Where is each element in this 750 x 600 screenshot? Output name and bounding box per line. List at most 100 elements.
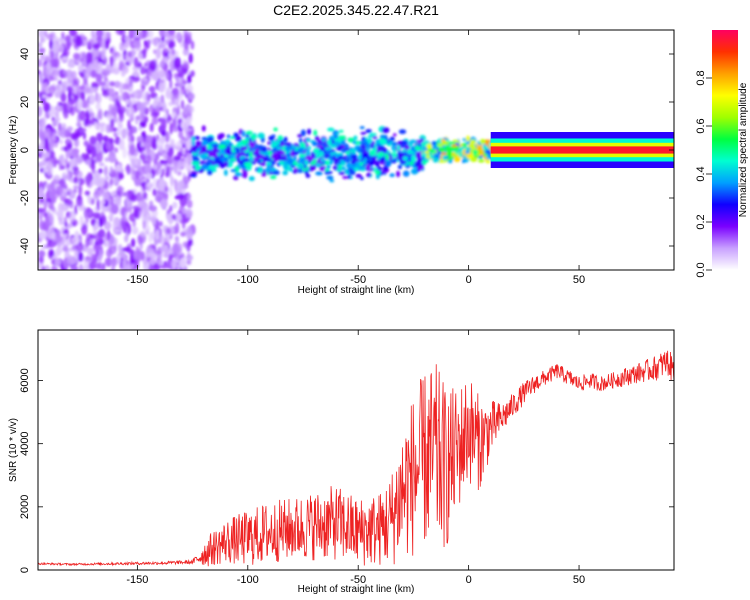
spectrogram-noise-cell bbox=[160, 168, 166, 176]
spectrogram-noise-cell bbox=[67, 60, 75, 69]
spectrogram-noise-cell bbox=[64, 35, 72, 43]
spectrogram-noise-cell bbox=[69, 132, 76, 140]
spectrogram-signal-cell bbox=[290, 164, 296, 168]
spectrogram-signal-cell bbox=[319, 165, 326, 172]
spectrogram-noise-cell bbox=[96, 199, 100, 210]
spectrogram-signal-cell bbox=[376, 166, 383, 171]
spectrogram-noise-cell bbox=[155, 228, 160, 240]
spectrogram-signal-cell bbox=[424, 150, 430, 155]
colorbar-tick-label: 0.4 bbox=[695, 166, 707, 181]
spectrogram-signal-cell bbox=[397, 164, 402, 170]
spectrogram-signal-cell bbox=[191, 136, 195, 143]
spectrogram-noise-cell bbox=[102, 69, 111, 75]
spectrogram-signal-cell bbox=[192, 161, 200, 165]
spectrogram-signal-cell bbox=[426, 154, 430, 159]
spectrogram-noise-cell bbox=[142, 203, 150, 214]
spectrogram-signal-cell bbox=[470, 139, 474, 146]
spectrogram-signal-cell bbox=[267, 164, 271, 169]
spectrogram-noise-cell bbox=[139, 230, 147, 238]
spectrogram-noise-cell bbox=[111, 222, 117, 228]
spectrogram-noise-cell bbox=[182, 48, 190, 56]
spectrogram-noise-cell bbox=[154, 37, 160, 46]
spectrogram-signal-cell bbox=[248, 141, 255, 148]
spectrogram-noise-cell bbox=[93, 58, 98, 70]
spectrogram-noise-cell bbox=[165, 235, 170, 247]
spectrogram-noise-cell bbox=[93, 121, 98, 129]
spectrogram-noise-cell bbox=[186, 252, 191, 259]
spectrogram-noise-cell bbox=[38, 105, 43, 117]
spectrogram-signal-cell bbox=[392, 133, 397, 137]
spectrogram-noise-cell bbox=[176, 170, 182, 176]
spectrogram-noise-cell bbox=[109, 81, 115, 87]
spectrogram-signal-cell bbox=[338, 164, 342, 169]
spectrogram-noise-cell bbox=[187, 74, 192, 84]
spectrogram-noise-cell bbox=[71, 244, 79, 251]
spectrogram-signal-cell bbox=[314, 135, 320, 142]
spectrogram-signal-cell bbox=[267, 141, 272, 146]
spectrogram-noise-cell bbox=[95, 102, 101, 111]
spectrogram-signal-cell bbox=[395, 170, 401, 178]
spectrogram-noise-cell bbox=[42, 168, 49, 173]
spectrogram-signal-cell bbox=[241, 130, 246, 138]
spectrogram-noise-cell bbox=[67, 70, 72, 78]
spectrogram-noise-cell bbox=[177, 181, 184, 191]
spectrogram-noise-cell bbox=[49, 150, 55, 159]
spectrogram-noise-cell bbox=[152, 138, 157, 144]
spectrogram-noise-cell bbox=[67, 150, 71, 157]
snr-ticks: -150 -100 -50 0 50 0 2000 4000 6000 bbox=[19, 330, 674, 586]
spectrogram-signal-cell bbox=[188, 174, 197, 178]
spectrogram-noise-cell bbox=[169, 167, 173, 180]
spectrogram-noise-cell bbox=[113, 228, 122, 234]
spectrogram-noise-cell bbox=[96, 150, 103, 163]
spectrogram-ytick-label: 0 bbox=[19, 147, 31, 153]
spectrogram-signal-cell bbox=[329, 160, 333, 165]
spectrogram-noise-cell bbox=[38, 207, 45, 213]
spectrogram-noise-cell bbox=[51, 241, 57, 247]
spectrogram-noise-cell bbox=[51, 195, 57, 204]
spectrogram-signal-cell bbox=[391, 145, 396, 151]
spectrogram-noise-cell bbox=[79, 91, 85, 101]
spectrogram-signal-cell bbox=[461, 159, 466, 164]
spectrogram-signal-cell bbox=[223, 161, 229, 167]
spectrogram-signal-cell bbox=[366, 172, 372, 178]
spectrogram-noise-cell bbox=[84, 190, 91, 196]
spectrogram-signal-cell bbox=[196, 164, 200, 172]
spectrogram-signal-cell bbox=[241, 158, 247, 163]
spectrogram-signal-cell bbox=[360, 131, 367, 135]
spectrogram-signal-cell bbox=[359, 141, 364, 146]
spectrogram-noise-cell bbox=[69, 30, 76, 37]
spectrogram-signal-cell bbox=[346, 162, 352, 169]
spectrogram-noise-cell bbox=[169, 122, 173, 135]
spectrogram-noise-cell bbox=[38, 198, 42, 207]
spectrogram-signal-cell bbox=[213, 157, 221, 163]
spectrogram-signal-cell bbox=[334, 141, 340, 147]
spectrogram-noise-cell bbox=[139, 120, 147, 128]
snr-xtick-label: 0 bbox=[466, 574, 472, 586]
spectrogram-signal-cell bbox=[477, 144, 484, 151]
spectrogram-noise-cell bbox=[171, 126, 179, 133]
spectrogram-noise-cell bbox=[80, 223, 88, 236]
spectrogram-signal-cell bbox=[285, 145, 291, 152]
spectrogram-signal-cell bbox=[257, 132, 265, 139]
spectrogram-noise-cell bbox=[73, 138, 80, 148]
spectrogram-signal-cell bbox=[224, 148, 232, 156]
spectrogram-signal-cell bbox=[271, 148, 276, 153]
spectrogram-signal-cell bbox=[396, 151, 405, 159]
spectrogram-signal-cell bbox=[431, 141, 438, 146]
spectrogram-noise-cell bbox=[95, 30, 104, 38]
spectrogram-signal-cell bbox=[466, 153, 470, 158]
spectrogram-signal-cell bbox=[267, 147, 271, 151]
spectrogram-noise-cell bbox=[53, 118, 59, 124]
spectrogram-noise-cell bbox=[115, 30, 124, 36]
spectrogram-noise-cell bbox=[52, 156, 57, 168]
spectrogram-noise-cell bbox=[152, 71, 160, 81]
spectrogram-signal-cell bbox=[348, 148, 357, 153]
spectrogram-noise-cell bbox=[64, 159, 68, 165]
spectrogram-noise-cell bbox=[143, 39, 148, 47]
spectrogram-noise-cell bbox=[95, 231, 99, 243]
spectrogram-noise-cell bbox=[99, 81, 106, 86]
spectrogram-signal-cell bbox=[419, 137, 424, 143]
spectrogram-noise-cell bbox=[49, 58, 57, 68]
spectrogram-signal-cell bbox=[206, 167, 210, 172]
